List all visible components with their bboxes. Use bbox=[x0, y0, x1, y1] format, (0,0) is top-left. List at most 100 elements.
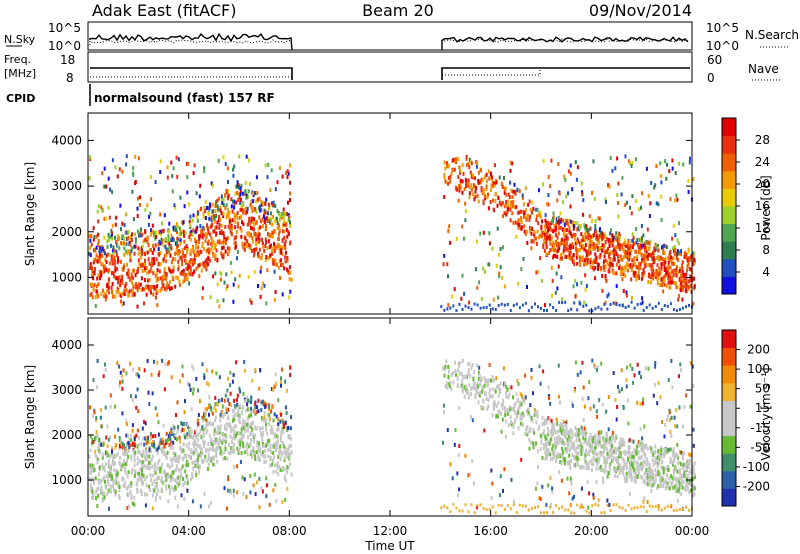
echo-cell bbox=[556, 438, 559, 443]
echo-cell bbox=[570, 244, 572, 249]
echo-cell bbox=[610, 240, 613, 245]
echo-cell bbox=[615, 237, 618, 242]
echo-cell bbox=[564, 177, 567, 182]
echo-cell bbox=[629, 243, 632, 248]
echo-cell bbox=[168, 229, 171, 234]
echo-cell bbox=[629, 161, 632, 166]
echo-cell bbox=[561, 256, 563, 261]
echo-cell bbox=[157, 242, 160, 247]
echo-cell bbox=[552, 427, 554, 432]
echo-cell bbox=[554, 430, 557, 435]
echo-cell bbox=[606, 498, 609, 503]
echo-cell bbox=[594, 365, 597, 370]
echo-cell bbox=[524, 215, 527, 220]
echo-cell bbox=[205, 423, 208, 428]
echo-cell bbox=[571, 453, 574, 458]
echo-cell bbox=[232, 167, 235, 172]
echo-cell bbox=[443, 253, 446, 258]
echo-cell bbox=[148, 484, 150, 489]
echo-cell bbox=[170, 233, 173, 238]
echo-cell bbox=[273, 412, 276, 417]
echo-cell bbox=[195, 376, 198, 381]
echo-cell bbox=[546, 309, 548, 312]
echo-cell bbox=[233, 417, 235, 422]
echo-cell bbox=[239, 437, 242, 442]
echo-cell bbox=[236, 250, 239, 254]
echo-cell bbox=[580, 255, 583, 260]
echo-cell bbox=[281, 292, 284, 297]
echo-cell bbox=[242, 434, 245, 438]
echo-cell bbox=[561, 422, 564, 427]
echo-cell bbox=[242, 421, 245, 426]
echo-cell bbox=[665, 244, 668, 249]
echo-cell bbox=[222, 414, 224, 419]
echo-cell bbox=[286, 487, 289, 491]
echo-cell bbox=[624, 203, 627, 207]
echo-cell bbox=[505, 384, 508, 389]
echo-cell bbox=[105, 253, 108, 258]
echo-cell bbox=[574, 160, 577, 165]
echo-cell bbox=[161, 280, 164, 285]
echo-cell bbox=[566, 241, 569, 246]
echo-cell bbox=[175, 413, 177, 417]
echo-cell bbox=[452, 304, 455, 308]
echo-cell bbox=[127, 270, 130, 275]
echo-cell bbox=[648, 247, 651, 252]
echo-cell bbox=[269, 253, 272, 258]
echo-cell bbox=[645, 262, 648, 267]
echo-cell bbox=[482, 306, 485, 310]
echo-cell bbox=[258, 386, 261, 391]
echo-cell bbox=[542, 446, 545, 451]
echo-cell bbox=[280, 430, 283, 435]
echo-cell bbox=[582, 436, 585, 441]
echo-cell bbox=[570, 458, 572, 463]
power-data-field bbox=[88, 154, 696, 313]
echo-cell bbox=[588, 214, 591, 219]
echo-cell bbox=[534, 486, 537, 491]
echo-cell bbox=[606, 474, 609, 479]
echo-cell bbox=[550, 158, 553, 163]
echo-cell bbox=[631, 232, 634, 237]
echo-cell bbox=[457, 453, 460, 457]
echo-cell bbox=[224, 426, 226, 431]
echo-cell bbox=[630, 268, 633, 273]
echo-cell bbox=[263, 211, 266, 216]
echo-cell bbox=[688, 303, 690, 307]
echo-cell bbox=[166, 438, 169, 443]
echo-cell bbox=[171, 189, 174, 194]
nsearch-series bbox=[89, 38, 689, 45]
echo-cell bbox=[118, 235, 121, 240]
echo-cell bbox=[130, 433, 133, 438]
echo-cell bbox=[621, 387, 623, 392]
echo-cell bbox=[227, 224, 230, 229]
echo-cell bbox=[578, 247, 581, 252]
echo-cell bbox=[276, 208, 279, 213]
echo-cell bbox=[134, 180, 137, 184]
echo-cell bbox=[221, 440, 224, 445]
echo-cell bbox=[244, 191, 247, 196]
echo-cell bbox=[580, 448, 583, 453]
echo-cell bbox=[615, 245, 618, 250]
echo-cell bbox=[242, 191, 244, 196]
echo-cell bbox=[111, 446, 114, 450]
beam-label: Beam 20 bbox=[362, 1, 434, 20]
echo-cell bbox=[152, 271, 155, 276]
echo-cell bbox=[200, 250, 203, 255]
echo-cell bbox=[470, 387, 473, 392]
echo-cell bbox=[187, 265, 190, 270]
echo-cell bbox=[569, 204, 572, 209]
echo-cell bbox=[551, 490, 554, 495]
echo-cell bbox=[195, 473, 198, 477]
echo-cell bbox=[113, 248, 116, 253]
echo-cell bbox=[594, 265, 597, 270]
echo-cell bbox=[103, 468, 106, 473]
echo-cell bbox=[571, 242, 574, 246]
echo-cell bbox=[531, 227, 533, 231]
echo-cell bbox=[143, 268, 146, 273]
echo-cell bbox=[217, 431, 220, 436]
echo-cell bbox=[191, 218, 194, 223]
echo-cell bbox=[115, 215, 118, 220]
echo-cell bbox=[277, 435, 280, 440]
echo-cell bbox=[254, 492, 257, 497]
echo-cell bbox=[660, 180, 663, 185]
